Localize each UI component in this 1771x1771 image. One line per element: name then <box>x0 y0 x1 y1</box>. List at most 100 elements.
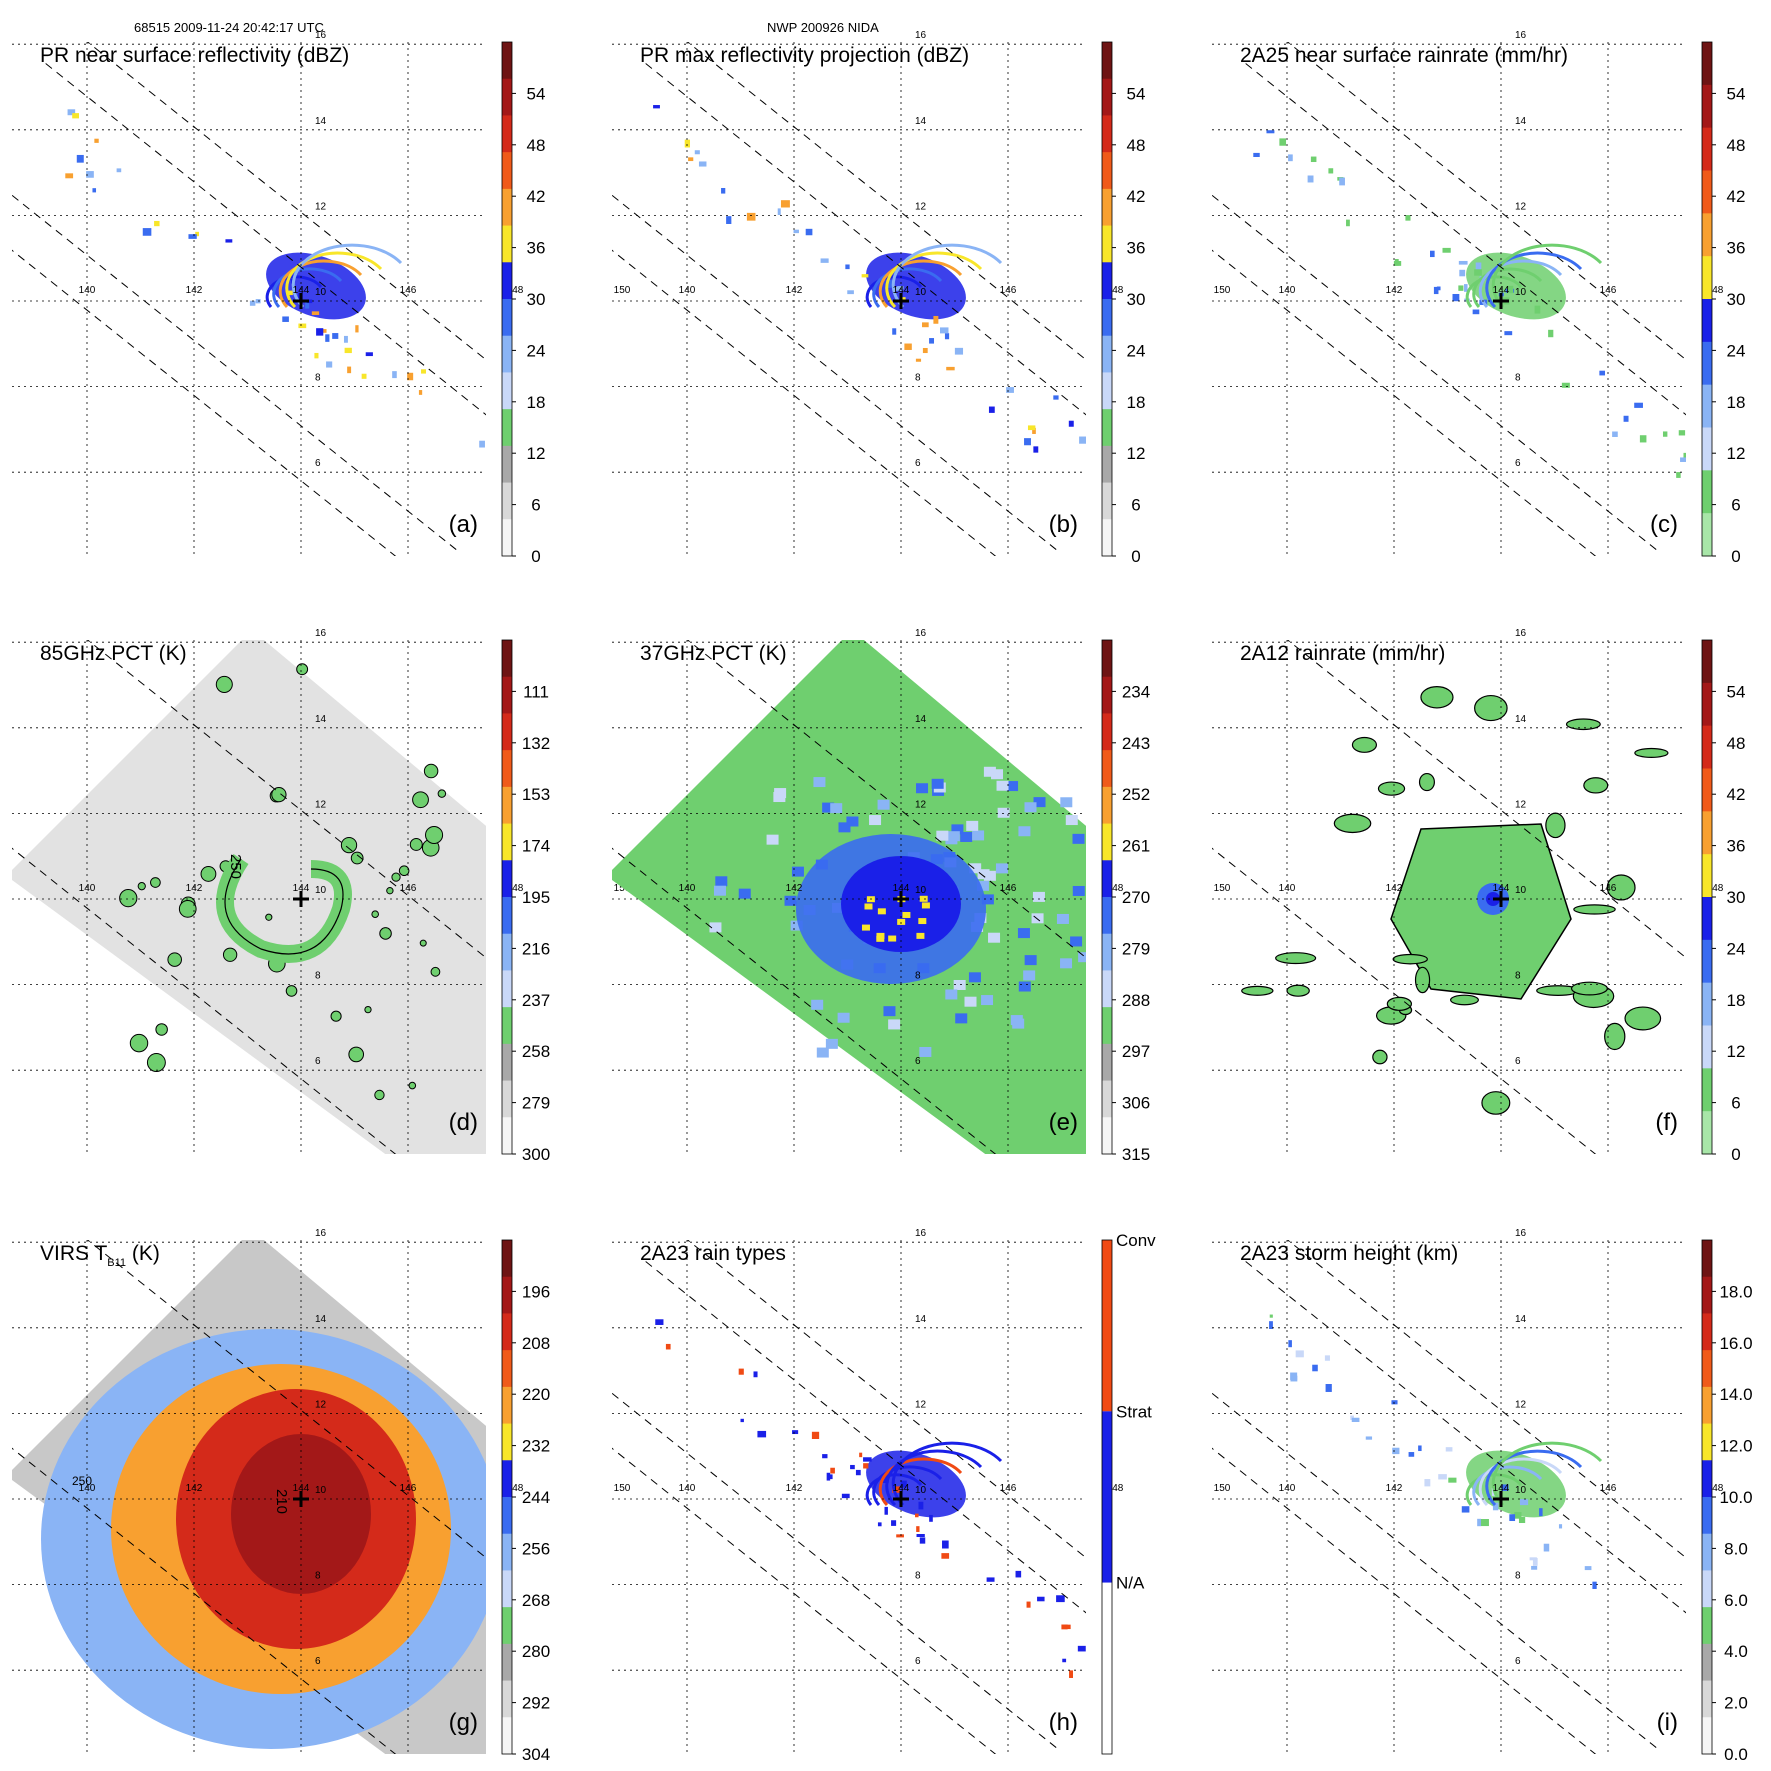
colorbar-tick-label: 174 <box>522 837 550 856</box>
rain-cell <box>1570 981 1608 996</box>
echo-pixel <box>900 1480 907 1488</box>
echo-pixel <box>1430 250 1435 258</box>
spiral-band <box>291 243 403 309</box>
echo-pixel <box>698 161 707 167</box>
swath-edge <box>86 1240 486 1559</box>
colorbar-swatch <box>502 299 512 337</box>
colorbar-swatch <box>1102 640 1112 678</box>
echo-pixel <box>863 1463 869 1469</box>
swath-edge <box>86 640 486 959</box>
panel-c: 140 142 144 146 148 150 16 14 12 10 8 6 2A25 near su… <box>1212 30 1746 566</box>
colorbar-swatch <box>1102 78 1112 116</box>
echo-pixel <box>941 1553 950 1559</box>
echo-pixel <box>845 264 850 270</box>
header-center: NWP 200926 NIDA <box>767 20 879 35</box>
panel-title: 2A23 rain types <box>640 1242 786 1265</box>
cloud-cell <box>350 851 364 865</box>
colorbar-tick-label: 153 <box>522 785 550 804</box>
echo-pixel <box>826 1472 831 1481</box>
cloud-cell <box>222 947 238 962</box>
pixel-cell <box>766 834 779 845</box>
colorbar-swatch <box>502 152 512 190</box>
cloud-cell <box>364 1005 372 1014</box>
x-tick-label: 144 <box>1493 1483 1510 1494</box>
y-tick-label: 10 <box>315 287 327 298</box>
spiral-band <box>885 1449 983 1507</box>
colorbar-swatch <box>502 860 512 898</box>
pixel-cell <box>996 780 1009 791</box>
colorbar-tick-label: 4.0 <box>1724 1642 1748 1661</box>
panel-label: (c) <box>1650 511 1678 538</box>
pixel-cell <box>966 820 979 831</box>
x-tick-label: 150 <box>614 1483 631 1494</box>
echo-pixel <box>891 1520 897 1526</box>
x-tick-label: 142 <box>786 883 803 894</box>
category-label: Strat <box>1116 1402 1152 1421</box>
colorbar-tick-label: 30 <box>1127 290 1146 309</box>
colorbar-tick-label: 36 <box>1727 239 1746 258</box>
x-tick-label: 142 <box>1386 285 1403 296</box>
pixel-cell <box>983 766 996 777</box>
colorbar-tick-label: 111 <box>523 682 549 701</box>
panel-label: (g) <box>449 1709 478 1736</box>
echo-pixel <box>1033 446 1039 453</box>
cloud-cell <box>374 1089 385 1101</box>
echo-pixel <box>1438 1474 1447 1480</box>
echo-pixel <box>893 286 903 291</box>
echo-pixel <box>863 1457 872 1462</box>
colorbar-swatch <box>1102 1043 1112 1082</box>
pixel-cell <box>1060 797 1073 808</box>
colorbar-swatch <box>1702 1643 1712 1682</box>
x-tick-label: 148 <box>1707 285 1724 296</box>
panel-label: (f) <box>1655 1109 1678 1136</box>
cloud-cell <box>514 920 531 937</box>
echo-pixel <box>877 1522 882 1527</box>
pixel-cell <box>972 830 985 841</box>
colorbar-swatch <box>502 115 512 153</box>
colorbar-tick-label: 36 <box>1727 837 1746 856</box>
colorbar-tick-label: 279 <box>522 1094 550 1113</box>
pixel-cell <box>1089 875 1101 885</box>
swath-edge <box>12 249 397 556</box>
pixel-cell <box>951 824 964 835</box>
spiral-band <box>285 251 383 309</box>
colorbar-tick-label: 0 <box>1131 547 1140 566</box>
colorbar-tick-label: 6.0 <box>1724 1591 1748 1610</box>
echo-pixel <box>1561 382 1570 388</box>
colorbar-tick-label: 10.0 <box>1719 1488 1752 1507</box>
colorbar-tick-label: 48 <box>527 136 546 155</box>
echo-pixel <box>1623 415 1629 422</box>
echo-pixel <box>1027 425 1036 431</box>
echo-pixel <box>305 300 310 309</box>
colorbar-swatch <box>1102 823 1112 861</box>
y-tick-label: 10 <box>1515 1485 1527 1496</box>
echo-pixel <box>365 352 373 357</box>
panel-label: (e) <box>1049 1109 1078 1136</box>
pixel-cell <box>888 1019 901 1030</box>
echo-pixel <box>1310 156 1317 163</box>
echo-pixel <box>1405 215 1411 221</box>
echo-pixel <box>684 139 691 148</box>
colorbar-swatch <box>502 42 512 80</box>
cloud-cell <box>200 866 217 882</box>
echo-pixel <box>343 335 348 343</box>
colorbar-swatch <box>1702 384 1712 428</box>
y-tick-label: 14 <box>315 714 327 725</box>
pixel-cell <box>919 895 928 902</box>
y-tick-label: 8 <box>915 1571 921 1582</box>
panel-title-subscript: B11 <box>107 1257 126 1269</box>
echo-pixel <box>1539 1508 1543 1517</box>
colorbar-swatch <box>1702 1240 1712 1278</box>
echo-pixel <box>1534 305 1541 314</box>
echo-pixel <box>915 1513 919 1518</box>
x-tick-label: 146 <box>1000 883 1017 894</box>
colorbar-tick-label: 297 <box>1122 1042 1150 1061</box>
echo-pixel <box>1680 457 1686 462</box>
panel-a: 140 142 144 146 148 150 16 14 12 10 8 6 PR near surf… <box>12 30 631 566</box>
cloud-cell <box>340 836 358 854</box>
colorbar-swatch <box>1102 152 1112 190</box>
echo-pixel <box>1269 1321 1273 1330</box>
y-tick-label: 12 <box>915 1399 927 1410</box>
echo-pixel <box>777 208 781 215</box>
colorbar-tick-label: 252 <box>1122 785 1150 804</box>
